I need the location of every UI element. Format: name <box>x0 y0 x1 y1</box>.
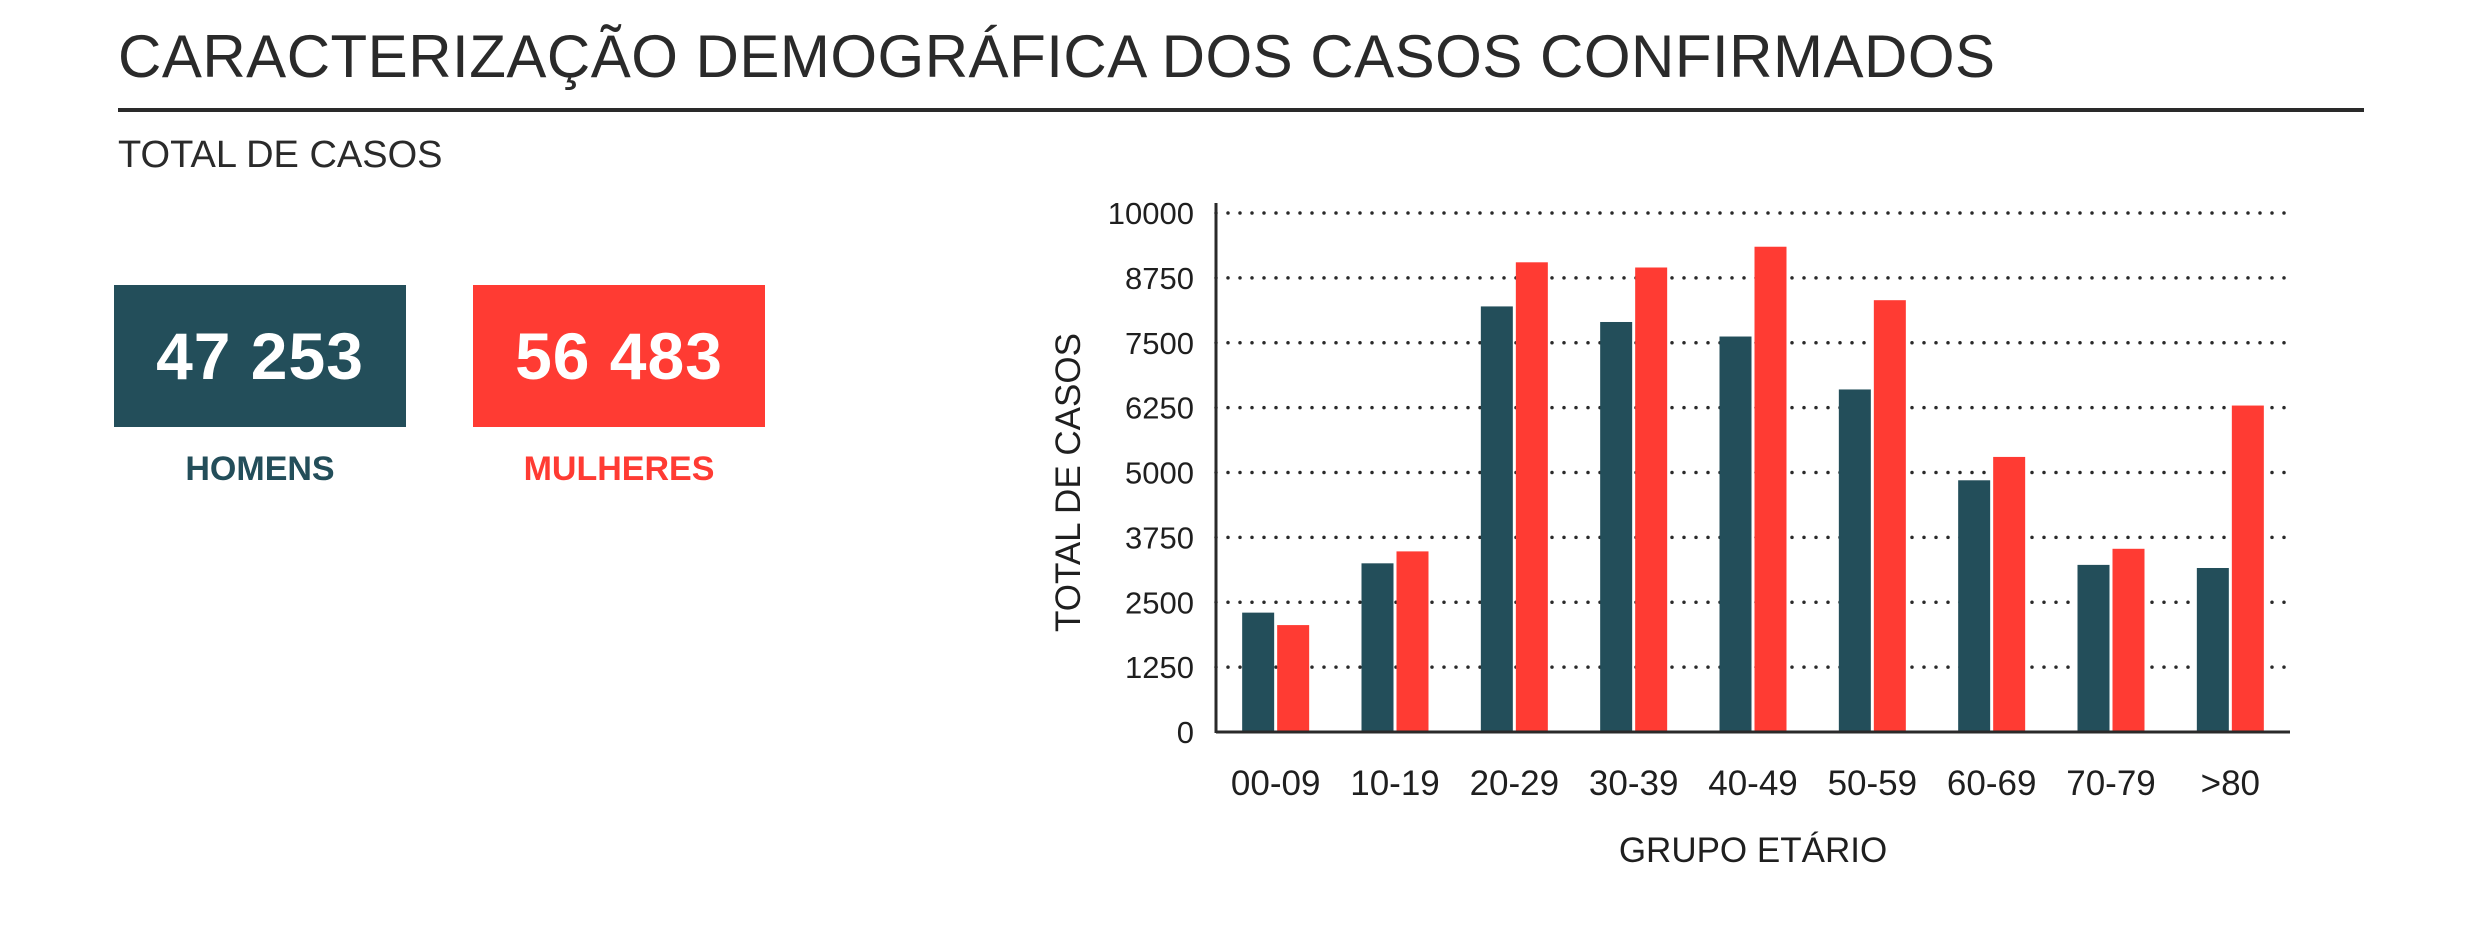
men-bar <box>1361 563 1394 732</box>
men-bar <box>1600 321 1633 732</box>
title-divider <box>118 108 2364 112</box>
y-tick-label: 7500 <box>1125 326 1194 361</box>
women-bar <box>1873 300 1906 732</box>
men-bar <box>1480 306 1513 732</box>
y-tick-label: 0 <box>1177 715 1194 750</box>
women-bar <box>2112 548 2145 732</box>
men-bar <box>2077 564 2110 732</box>
x-tick-label: 10-19 <box>1350 764 1440 803</box>
y-tick-label: 2500 <box>1125 585 1194 620</box>
women-bar <box>1993 456 2026 732</box>
women-bar <box>2231 405 2264 732</box>
women-total-value: 56 483 <box>515 319 723 393</box>
men-bar <box>1838 389 1871 732</box>
men-total-value: 47 253 <box>156 319 364 393</box>
y-tick-label: 8750 <box>1125 261 1194 296</box>
y-tick-label: 3750 <box>1125 520 1194 555</box>
x-tick-label: 30-39 <box>1589 764 1679 803</box>
men-bar <box>1719 336 1752 732</box>
x-tick-label: 60-69 <box>1947 764 2037 803</box>
men-label: HOMENS <box>185 450 335 488</box>
women-label: MULHERES <box>523 450 715 488</box>
y-tick-label: 6250 <box>1125 391 1194 426</box>
x-tick-label: >80 <box>2201 764 2260 803</box>
y-tick-label: 1250 <box>1125 650 1194 685</box>
x-tick-label: 00-09 <box>1231 764 1321 803</box>
y-tick-label: 5000 <box>1125 456 1194 491</box>
x-axis-title: GRUPO ETÁRIO <box>1619 831 1887 870</box>
x-tick-label: 20-29 <box>1470 764 1560 803</box>
y-tick-label: 10000 <box>1108 196 1194 231</box>
men-bar <box>1958 480 1991 732</box>
x-tick-label: 40-49 <box>1708 764 1798 803</box>
men-bar <box>2196 567 2229 732</box>
men-total-box: 47 253 <box>114 285 406 427</box>
section-label: TOTAL DE CASOS <box>118 134 443 176</box>
men-bar <box>1242 612 1275 732</box>
x-tick-label: 70-79 <box>2066 764 2156 803</box>
women-bar <box>1635 267 1668 732</box>
y-axis-title: TOTAL DE CASOS <box>1049 333 1088 632</box>
women-bar <box>1754 246 1787 733</box>
women-bar <box>1277 625 1310 732</box>
page-title: CARACTERIZAÇÃO DEMOGRÁFICA DOS CASOS CON… <box>118 23 1996 90</box>
women-bar <box>1515 262 1548 732</box>
x-tick-label: 50-59 <box>1828 764 1918 803</box>
women-total-box: 56 483 <box>473 285 765 427</box>
women-bar <box>1396 551 1429 732</box>
